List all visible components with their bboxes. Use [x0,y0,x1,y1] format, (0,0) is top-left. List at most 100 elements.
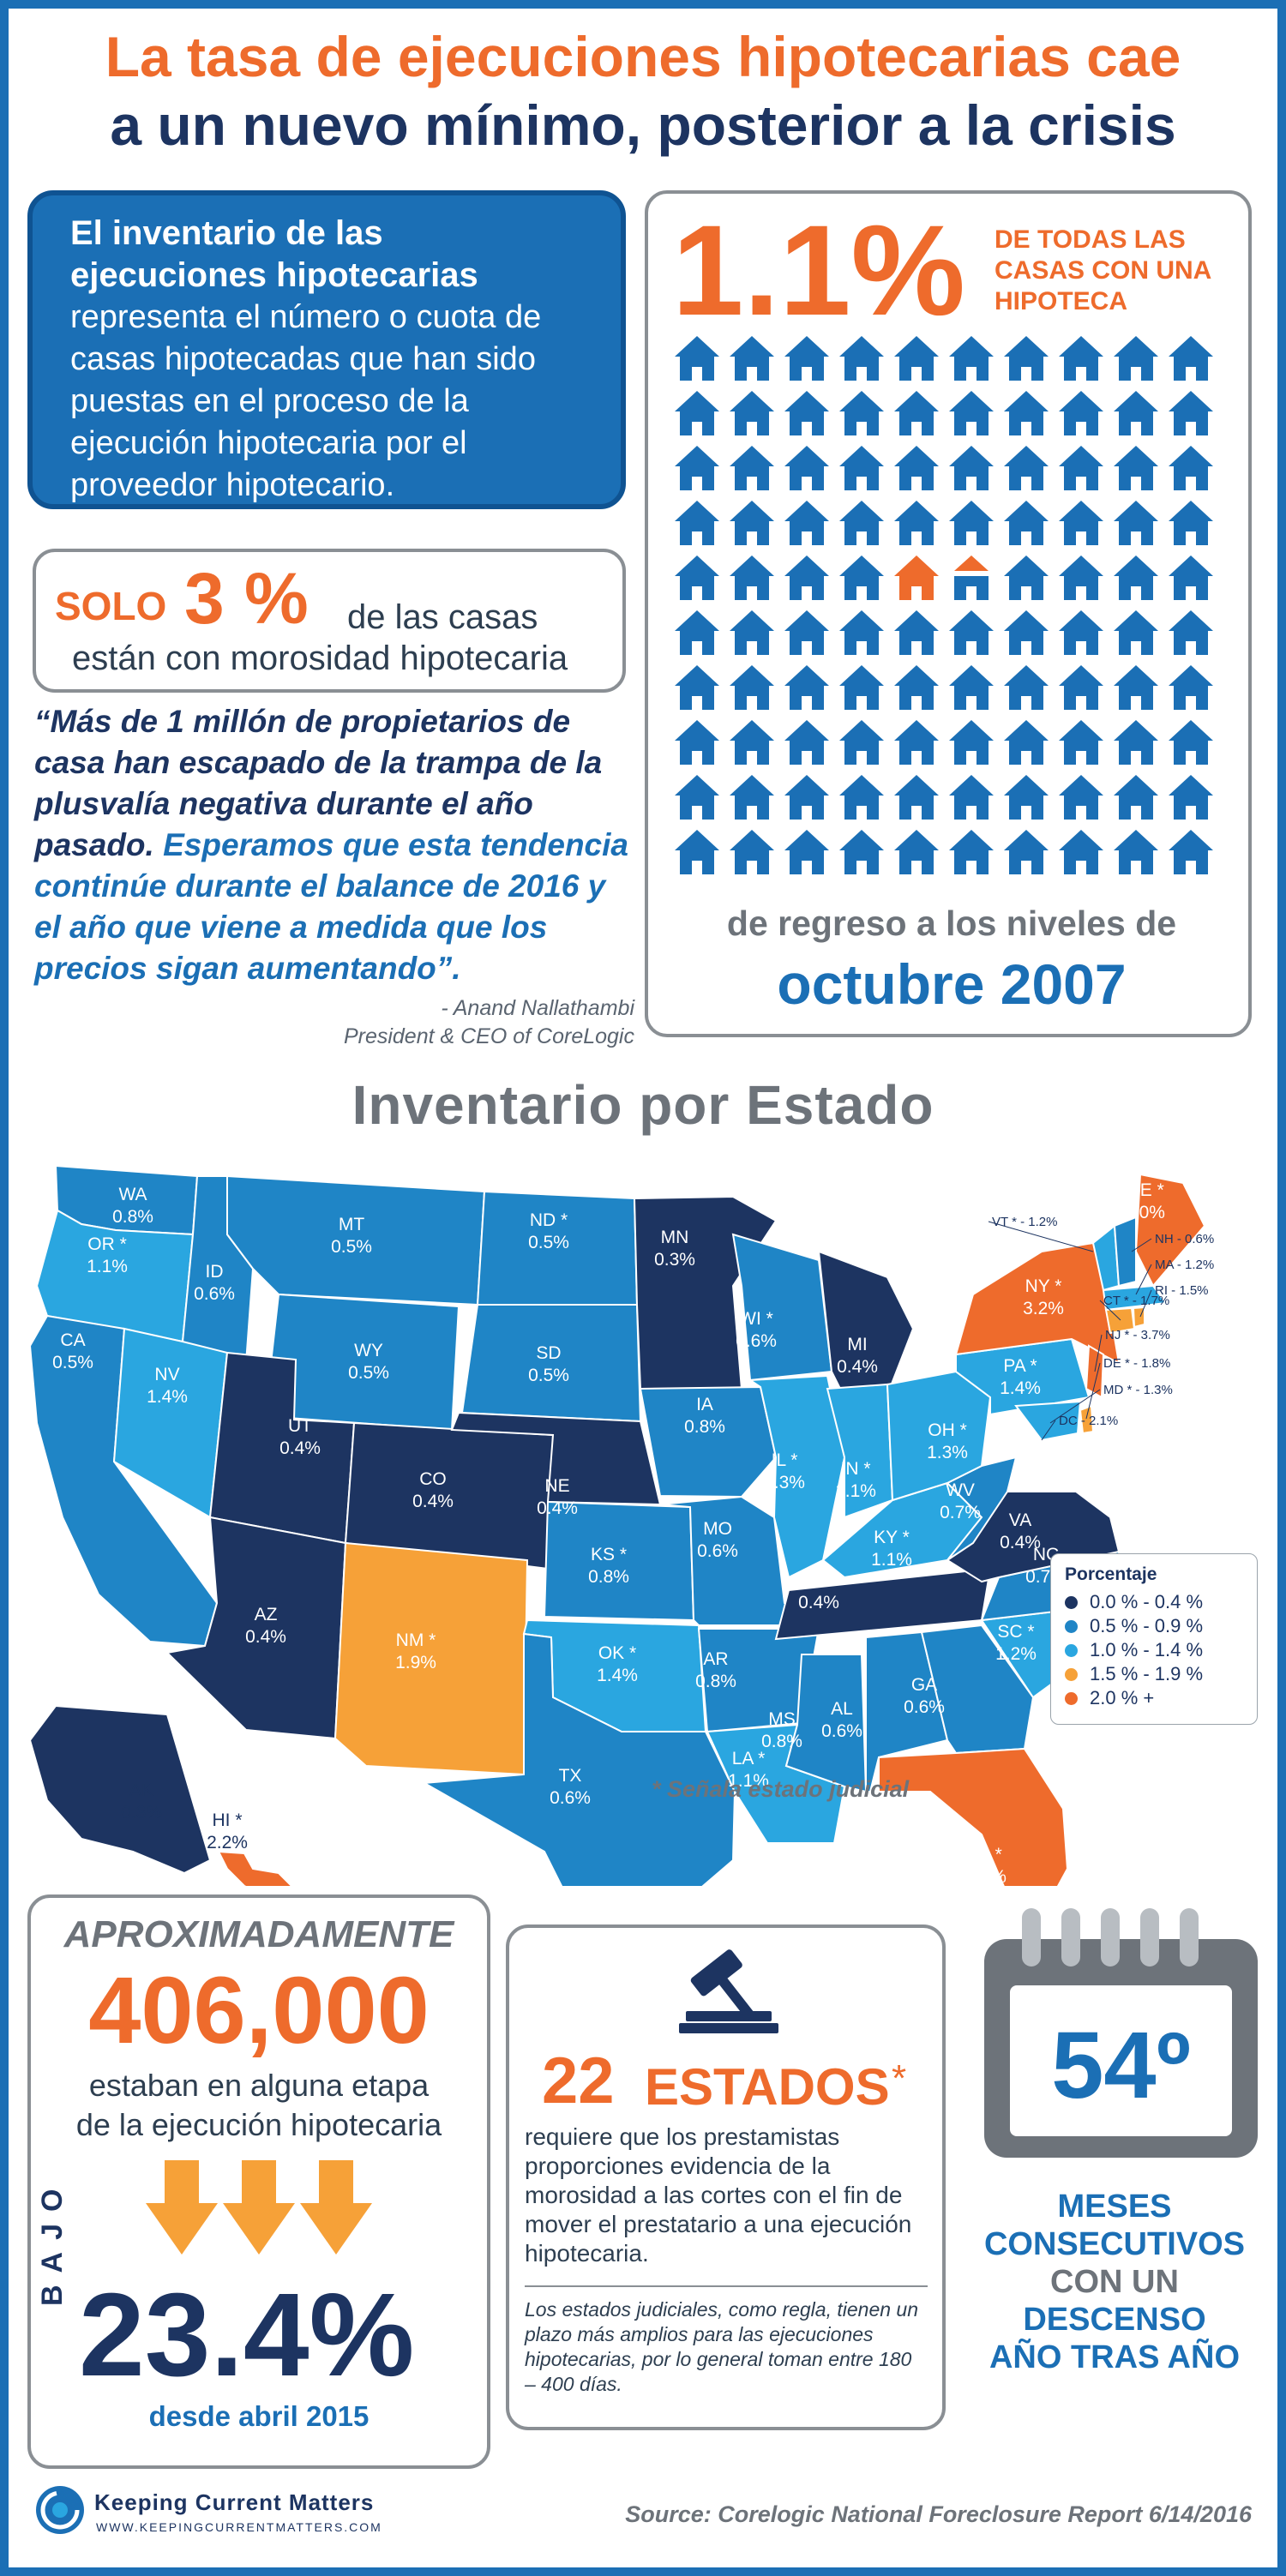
state-code-tn: TN [807,1570,831,1590]
house-icon [1059,336,1103,381]
source-note: Source: Corelogic National Foreclosure R… [625,2501,1252,2527]
house-icon [1004,610,1049,655]
state-code-az: AZ [255,1605,278,1624]
state-code-mi: MI [847,1335,867,1354]
house-icon [894,830,939,874]
brand-name: Keeping Current Matters [94,2489,375,2515]
legend-item: 0.0 % - 0.4 % [1065,1590,1243,1614]
state-code-or: OR * [87,1234,127,1254]
legend-label: 1.0 % - 1.4 % [1090,1639,1204,1660]
house-icon [675,446,719,490]
state-code-ut: UT [288,1416,312,1436]
house-icon [839,665,884,710]
house-icon [949,555,994,600]
legend-label: 0.5 % - 0.9 % [1090,1615,1204,1636]
definition-lead: El inventario de las ejecuciones hipotec… [70,214,478,294]
house-icon [1169,665,1213,710]
months-line-2: CONSECUTIVOS [983,2226,1246,2262]
state-code-sc: SC * [997,1622,1034,1642]
side-state-label: NJ * - 3.7% [1105,1328,1170,1342]
state-pct-al: 0.6% [821,1721,862,1741]
back-to-date: octubre 2007 [777,952,1127,1016]
house-icon [1059,665,1103,710]
house-icon [784,391,829,435]
legend-item: 1.0 % - 1.4 % [1065,1638,1243,1662]
state-pct-ga: 0.6% [904,1697,945,1717]
houses-box [645,190,1252,1037]
house-icon [894,610,939,655]
state-code-ar: AR [703,1649,728,1669]
judicial-star: * [892,2057,907,2099]
state-code-pa: PA * [1003,1356,1037,1376]
side-state-label: VT * - 1.2% [992,1215,1057,1229]
side-label-leader [1041,1420,1056,1441]
house-icon [784,446,829,490]
house-icon [1004,665,1049,710]
house-icon [839,830,884,874]
house-icon [730,610,774,655]
house-icon [730,830,774,874]
house-icon [1004,555,1049,600]
state-pct-fl: 2.0% [965,1867,1007,1886]
side-state-label: MA - 1.2% [1155,1258,1214,1272]
house-icon [784,336,829,381]
house-icon [1059,775,1103,820]
state-pct-ca: 0.5% [52,1353,93,1372]
state-pct-tn: 0.4% [798,1593,839,1612]
house-icon [1114,336,1158,381]
side-state-label: RI - 1.5% [1155,1283,1209,1298]
state-code-sd: SD [536,1343,561,1363]
house-icon [949,446,994,490]
state-code-wy: WY [354,1341,383,1360]
state-pct-ms: 0.8% [761,1732,802,1751]
state-pct-ia: 0.8% [684,1417,725,1437]
state-code-ky: KY * [874,1528,910,1547]
approx-desc-line-2: de la ejecución hipotecaria [75,2107,442,2142]
state-code-va: VA [1009,1510,1031,1530]
house-icon [675,830,719,874]
approx-description: estaban en alguna etapa de la ejecución … [27,2066,490,2145]
house-icon [839,446,884,490]
state-ny [954,1241,1121,1365]
house-icon [784,610,829,655]
state-pct-wi: 0.6% [736,1331,777,1351]
house-icon [1059,501,1103,545]
house-icon [894,720,939,765]
house-icon [949,610,994,655]
house-icon [784,830,829,874]
house-icon [1169,775,1213,820]
house-icon [1169,446,1213,490]
house-icon [675,391,719,435]
state-code-ms: MS [768,1709,796,1729]
house-icon [1169,555,1213,600]
state-pct-ks: 0.8% [588,1567,629,1587]
side-label-leader [1094,1334,1103,1372]
quote-author-name: - Anand Nallathambi [441,996,634,1020]
side-label-leader [1085,1362,1101,1420]
house-icon [1114,665,1158,710]
state-code-mo: MO [703,1519,732,1539]
solo-prefix: SOLO [55,584,167,628]
state-pct-sd: 0.5% [528,1366,569,1385]
map-title: Inventario por Estado [352,1074,934,1136]
legend-item: 0.5 % - 0.9 % [1065,1614,1243,1638]
house-icon [1114,555,1158,600]
months-number: 54º [1051,2013,1191,2118]
house-icon [894,501,939,545]
house-icon [730,775,774,820]
legend-swatch [1065,1619,1078,1633]
house-icon [949,775,994,820]
state-pct-oh: 1.3% [927,1443,968,1462]
house-icon [730,555,774,600]
house-icon [949,830,994,874]
months-line-3: CON UN [1050,2264,1179,2300]
map-legend: Porcentaje 0.0 % - 0.4 % 0.5 % - 0.9 % 1.0… [1050,1553,1258,1725]
house-icon [1169,610,1213,655]
state-code-ny: NY * [1025,1276,1062,1296]
legend-rows: 0.0 % - 0.4 % 0.5 % - 0.9 % 1.0 % - 1.4 % 1… [1065,1590,1243,1710]
down-since: desde abril 2015 [148,2400,370,2432]
house-icon [839,391,884,435]
state-pct-va: 0.4% [1000,1533,1041,1552]
side-label-leader [1099,1300,1121,1321]
judicial-note: * Señala estado judicial [652,1776,910,1802]
